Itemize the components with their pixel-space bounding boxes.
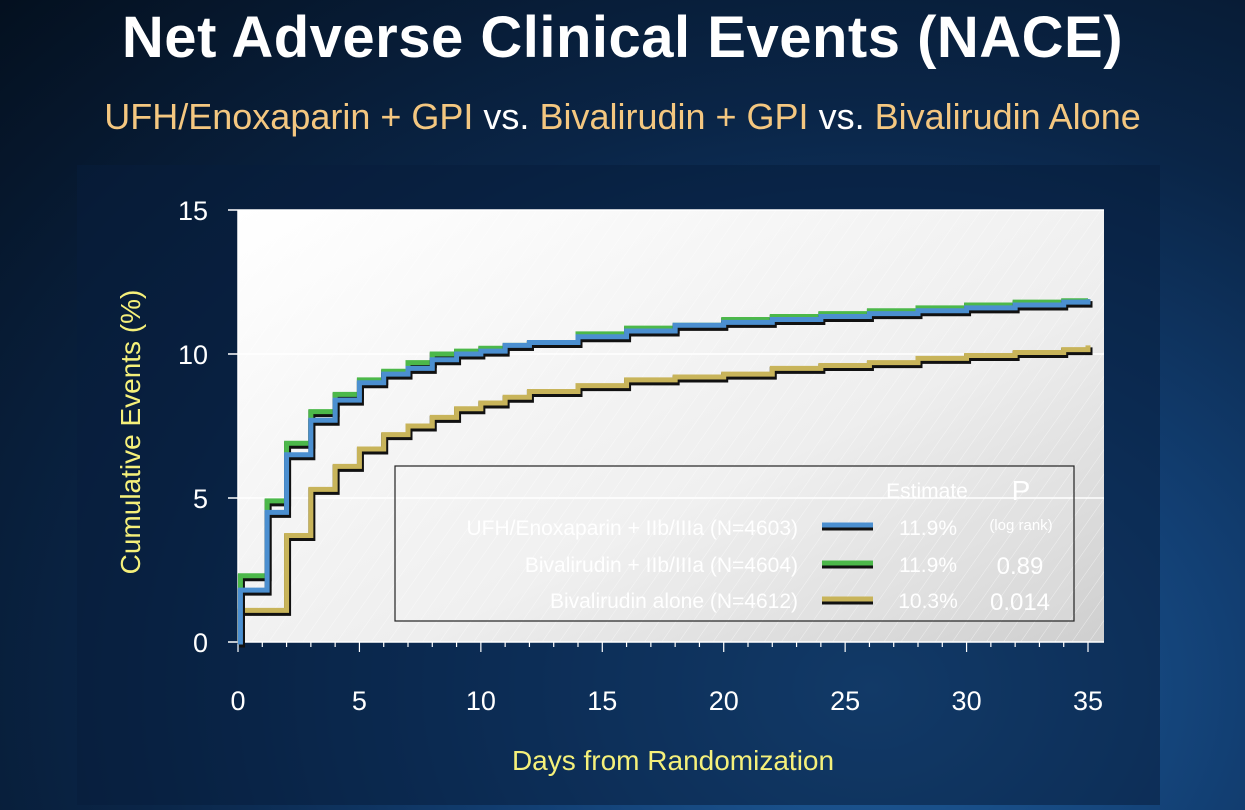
legend-header-p-sub: (log rank)	[989, 517, 1052, 534]
legend-header-p: P	[1012, 475, 1031, 506]
x-tick-label-30: 30	[952, 686, 982, 716]
legend-box	[394, 465, 1075, 622]
legend-row-biv-alone-p: 0.014	[990, 589, 1050, 616]
legend-row-biv-gpi-p: 0.89	[997, 553, 1044, 580]
x-axis-label: Days from Randomization	[512, 745, 834, 776]
legend-row-biv-alone-estimate: 10.3%	[898, 590, 958, 613]
y-tick-label-0: 0	[193, 628, 208, 658]
y-tick-label-15: 15	[178, 196, 208, 226]
x-tick-label-25: 25	[830, 686, 860, 716]
subtitle-vs-2: vs.	[808, 96, 875, 137]
legend-row-biv-gpi-estimate: 11.9%	[899, 554, 957, 577]
page-title: Net Adverse Clinical Events (NACE)	[121, 5, 1124, 70]
legend-row-biv-alone-label: Bivalirudin alone (N=4612)	[550, 590, 798, 613]
legend-row-biv-gpi-label: Bivalirudin + IIb/IIIa (N=4604)	[525, 554, 798, 577]
plot-texture	[238, 210, 1104, 642]
subtitle-biv-gpi: Bivalirudin + GPI	[539, 96, 809, 137]
y-tick-label-10: 10	[178, 340, 208, 370]
x-tick-label-10: 10	[466, 686, 496, 716]
x-tick-label-20: 20	[709, 686, 739, 716]
x-tick-label-15: 15	[587, 686, 617, 716]
legend-row-ufh-estimate: 11.9%	[899, 517, 957, 540]
axes: 0 5 10 15 0 5 10 15 20 25 30 35	[178, 196, 1104, 716]
subtitle-ufh: UFH/Enoxaparin + GPI	[104, 96, 474, 137]
y-tick-label-5: 5	[193, 484, 208, 514]
legend: Estimate P (log rank) UFH/Enoxaparin + I…	[394, 465, 1075, 622]
series-line-biv_alone	[237, 345, 1091, 645]
x-tick-label-35: 35	[1073, 686, 1103, 716]
legend-row-ufh-label: UFH/Enoxaparin + IIb/IIIa (N=4603)	[467, 517, 799, 540]
x-tick-label-5: 5	[352, 686, 367, 716]
y-axis-label: Cumulative Events (%)	[115, 290, 146, 575]
subtitle: UFH/Enoxaparin + GPI vs. Bivalirudin + G…	[0, 96, 1245, 138]
subtitle-vs-1: vs.	[473, 96, 540, 137]
legend-header-estimate: Estimate	[886, 480, 968, 503]
series-group	[237, 298, 1093, 648]
series-line-ufh	[237, 299, 1091, 645]
subtitle-biv-alone: Bivalirudin Alone	[874, 96, 1141, 137]
gridlines	[238, 209, 1104, 499]
x-tick-label-0: 0	[230, 686, 245, 716]
